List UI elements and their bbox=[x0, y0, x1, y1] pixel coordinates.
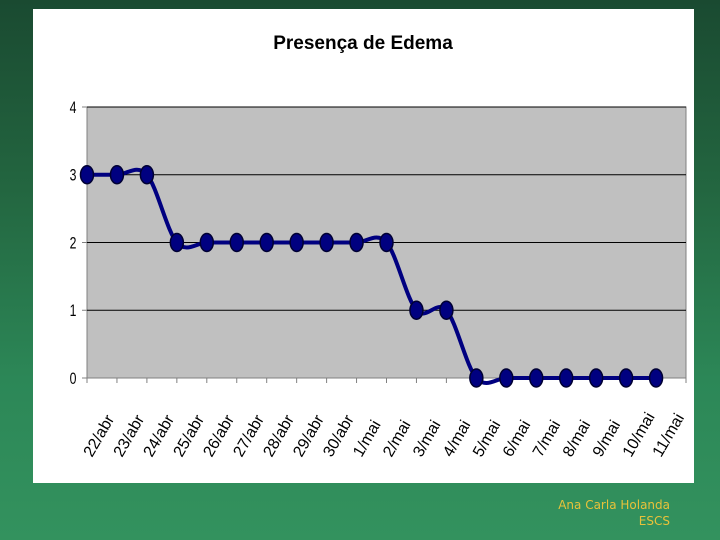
chart-panel: Presença de Edema 0 1 2 3 4 22/abr 23/abr 24/ab… bbox=[33, 9, 694, 483]
x-tick-label: 3/mai bbox=[410, 418, 444, 460]
y-tick-label: 0 bbox=[70, 370, 77, 388]
data-point bbox=[529, 368, 544, 388]
data-point bbox=[259, 232, 274, 253]
data-point bbox=[588, 368, 604, 388]
data-point bbox=[409, 300, 424, 320]
y-tick-label: 4 bbox=[70, 99, 77, 117]
data-point bbox=[199, 232, 215, 253]
edema-line-chart: Presença de Edema 0123422/abr23/abr24/ab… bbox=[70, 33, 688, 460]
data-point bbox=[469, 368, 484, 388]
x-tick-label: 4/mai bbox=[440, 418, 474, 460]
x-tick-label: 8/mai bbox=[560, 418, 594, 460]
institution-name: ESCS bbox=[638, 514, 670, 528]
y-tick-label: 1 bbox=[70, 302, 77, 320]
x-tick-label: 9/mai bbox=[590, 418, 624, 460]
y-tick-label: 3 bbox=[70, 167, 77, 185]
data-point bbox=[439, 300, 454, 320]
chart-title: Presença de Edema bbox=[273, 33, 453, 54]
footer-credit: Ana Carla Holanda ESCS bbox=[558, 497, 670, 529]
data-point bbox=[499, 368, 514, 388]
y-tick-label: 2 bbox=[70, 235, 77, 253]
data-point bbox=[319, 232, 334, 253]
data-point bbox=[289, 232, 304, 253]
x-tick-label: 5/mai bbox=[470, 418, 504, 460]
data-point bbox=[618, 368, 634, 388]
data-point bbox=[379, 232, 394, 253]
data-point bbox=[648, 368, 664, 388]
data-point bbox=[139, 165, 155, 185]
x-tick-label: 6/mai bbox=[500, 418, 534, 460]
x-tick-label: 7/mai bbox=[530, 418, 564, 460]
data-point bbox=[79, 165, 95, 185]
x-tick-label: 2/mai bbox=[380, 418, 414, 460]
data-point bbox=[558, 368, 574, 388]
data-point bbox=[169, 232, 185, 253]
data-point bbox=[349, 232, 364, 253]
author-name: Ana Carla Holanda bbox=[558, 498, 670, 512]
plot-area: 0123422/abr23/abr24/abr25/abr26/abr27/ab… bbox=[70, 99, 688, 460]
data-point bbox=[109, 165, 125, 185]
data-point bbox=[229, 232, 244, 253]
